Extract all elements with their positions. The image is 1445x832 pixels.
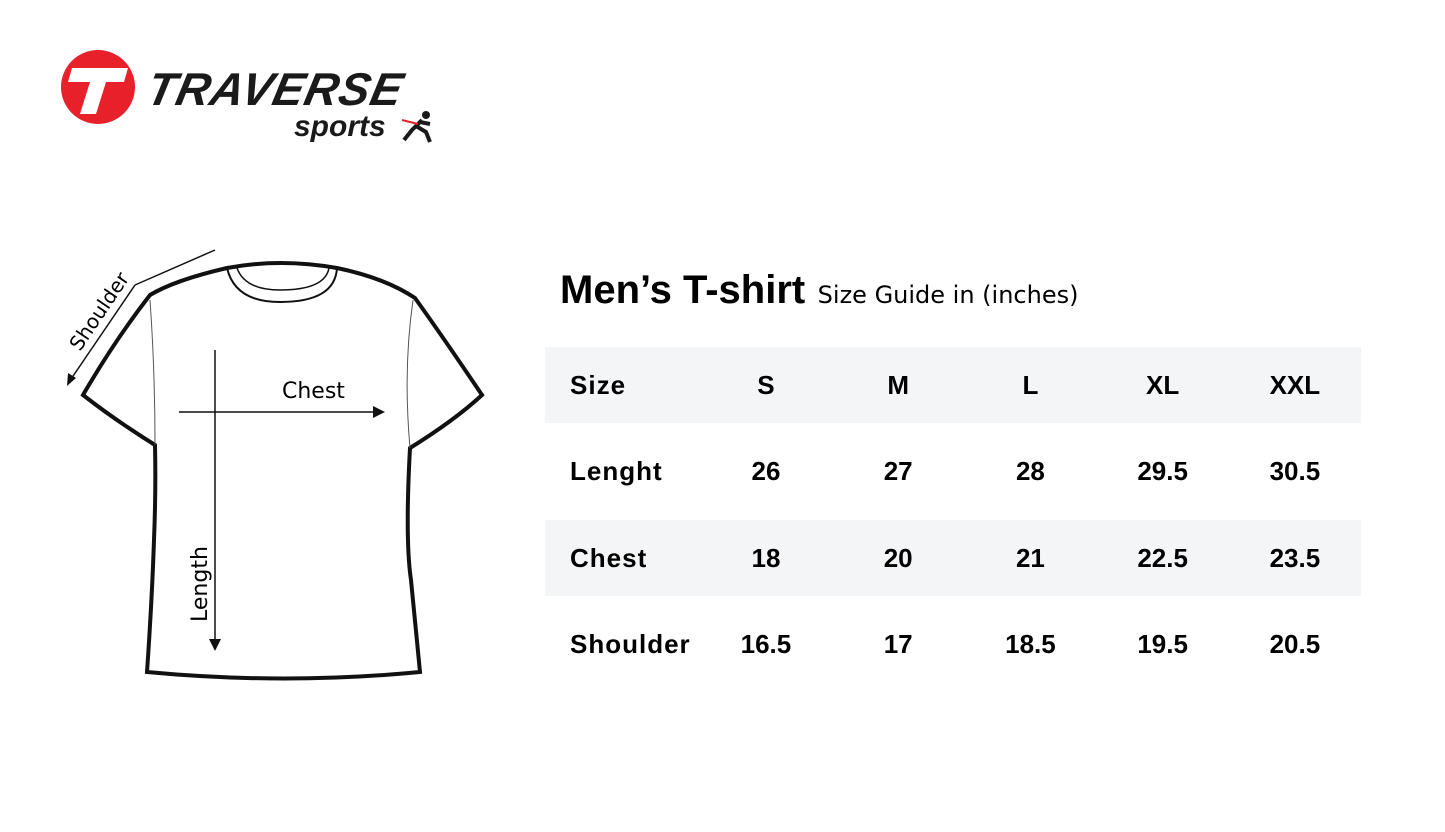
chest-arrow xyxy=(179,406,385,418)
runner-icon xyxy=(401,111,432,143)
tshirt-diagram: Shoulder Chest Length xyxy=(64,249,485,681)
table-row: Chest 18 20 21 22.5 23.5 xyxy=(545,520,1361,596)
table-cell: 26 xyxy=(751,456,781,486)
header-cell: Size xyxy=(570,369,627,400)
table-cell: 22.5 xyxy=(1137,542,1188,573)
table-cell: 18.5 xyxy=(1005,629,1056,659)
table-cell: 28 xyxy=(1015,456,1045,486)
page-title: Men’s T-shirt Size Guide in (inches) xyxy=(560,268,1078,313)
row-label: Chest xyxy=(570,542,648,573)
table-cell: 23.5 xyxy=(1269,542,1321,573)
table-cell: 29.5 xyxy=(1137,456,1188,486)
length-arrow xyxy=(209,350,221,651)
title-subtitle: Size Guide in (inches) xyxy=(817,281,1079,309)
table-cell: 27 xyxy=(883,456,913,486)
header-cell: S xyxy=(757,369,775,400)
row-label: Shoulder xyxy=(570,629,691,659)
title-main: Men’s T-shirt xyxy=(560,268,806,312)
logo-t-icon xyxy=(61,50,135,124)
row-label: Lenght xyxy=(570,456,663,486)
size-table: Size S M L XL XXL Lenght 26 27 28 29.5 3… xyxy=(545,347,1361,693)
table-cell: 20.5 xyxy=(1269,629,1321,659)
header-cell: L xyxy=(1022,369,1039,400)
header-cell: M xyxy=(887,369,910,400)
table-cell: 30.5 xyxy=(1269,456,1321,486)
table-cell: 21 xyxy=(1015,542,1045,573)
chest-label: Chest xyxy=(282,379,345,404)
table-row: Lenght 26 27 28 29.5 30.5 xyxy=(545,423,1361,520)
table-header-row: Size S M L XL XXL xyxy=(545,347,1361,423)
table-row: Shoulder 16.5 17 18.5 19.5 20.5 xyxy=(545,596,1361,693)
table-cell: 20 xyxy=(883,542,913,573)
shoulder-label: Shoulder xyxy=(64,267,134,355)
header-cell: XXL xyxy=(1269,369,1321,400)
logo-subtitle: sports xyxy=(294,110,386,143)
length-label: Length xyxy=(188,546,213,622)
table-cell: 19.5 xyxy=(1137,629,1188,659)
table-cell: 17 xyxy=(883,629,913,659)
logo-wordmark: TRAVERSE xyxy=(142,63,409,115)
brand-logo: TRAVERSE sports xyxy=(60,48,440,148)
table-cell: 16.5 xyxy=(740,629,792,659)
header-cell: XL xyxy=(1146,369,1180,400)
shoulder-arrow xyxy=(67,249,216,386)
table-cell: 18 xyxy=(751,542,781,573)
